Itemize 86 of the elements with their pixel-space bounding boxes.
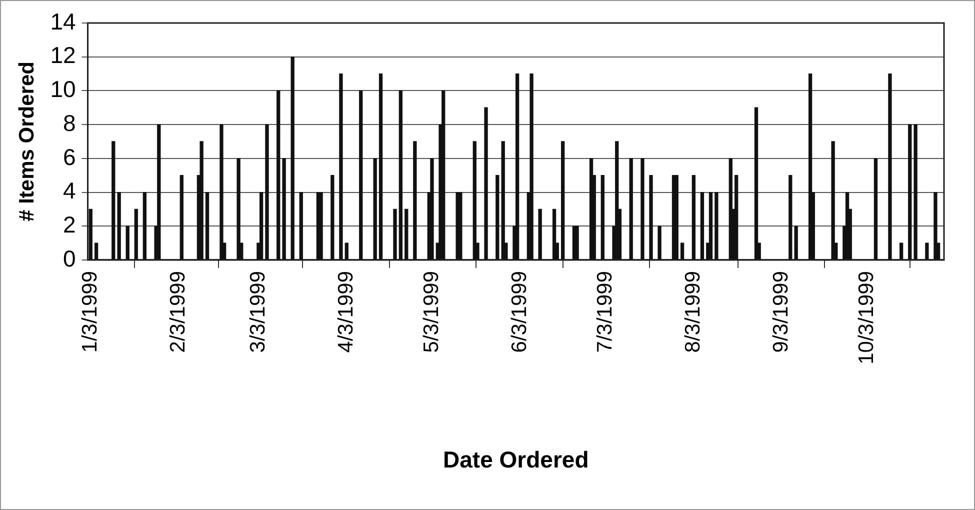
bar — [575, 226, 579, 260]
bar — [914, 124, 918, 260]
bar — [290, 56, 294, 260]
bar — [515, 73, 520, 260]
x-tick-label: 3/3/1999 — [246, 270, 270, 353]
bar — [888, 73, 892, 260]
bar — [530, 73, 534, 260]
bar — [344, 242, 348, 260]
bar — [330, 175, 334, 260]
bar — [430, 158, 434, 260]
y-tick-label: 2 — [62, 211, 76, 238]
bar — [413, 141, 417, 260]
bar — [404, 208, 408, 260]
bar — [458, 192, 462, 260]
bar — [126, 226, 130, 260]
bar — [600, 175, 604, 260]
bar — [117, 192, 121, 260]
bar — [808, 73, 812, 260]
bar — [708, 192, 713, 260]
x-tick-label: 9/3/1999 — [770, 270, 793, 353]
y-axis-title: # Items Ordered — [15, 62, 38, 222]
y-tick-label: 0 — [62, 245, 76, 272]
x-tick-label: 6/3/1999 — [508, 270, 531, 353]
bar — [236, 158, 240, 260]
bar — [700, 192, 704, 260]
bar — [112, 141, 116, 260]
bar — [874, 158, 878, 260]
bar — [908, 124, 912, 260]
bar — [788, 175, 792, 260]
bar — [754, 107, 758, 260]
bar — [393, 208, 397, 260]
bar — [282, 158, 286, 260]
bar — [472, 141, 476, 260]
bar — [88, 208, 92, 260]
bar — [319, 192, 323, 260]
bar — [925, 242, 929, 260]
bar — [299, 192, 303, 260]
x-tick-label: 1/3/1999 — [78, 270, 102, 353]
x-axis-title: Date Ordered — [443, 446, 589, 473]
bar — [501, 141, 505, 260]
bar — [934, 192, 938, 260]
bar — [674, 175, 678, 260]
bar — [359, 90, 363, 260]
bar — [398, 90, 403, 260]
bar — [658, 226, 662, 260]
y-tick-label: 14 — [50, 8, 76, 34]
y-tick-label: 10 — [50, 76, 76, 102]
bar — [220, 124, 224, 260]
bar — [134, 208, 138, 260]
x-tick-label: 5/3/1999 — [420, 270, 443, 353]
x-tick-label: 7/3/1999 — [593, 270, 616, 353]
bar — [734, 175, 738, 260]
x-tick-label: 10/3/1999 — [854, 270, 878, 364]
bar — [157, 124, 161, 260]
y-tick-label: 4 — [62, 178, 76, 204]
bar — [259, 192, 264, 260]
x-tick-label: 2/3/1999 — [166, 270, 190, 353]
bar — [640, 158, 644, 260]
y-tick-label: 8 — [62, 110, 76, 136]
bar — [831, 141, 835, 260]
bar — [680, 242, 684, 260]
bar — [629, 158, 633, 260]
bar — [378, 73, 383, 260]
bar — [794, 226, 798, 260]
bar — [142, 192, 147, 260]
y-tick-label: 6 — [62, 144, 76, 170]
bar — [265, 124, 269, 260]
bar — [442, 90, 446, 260]
x-tick-label: 4/3/1999 — [334, 270, 358, 353]
bar — [714, 192, 718, 260]
bar — [692, 175, 696, 260]
bar — [276, 90, 280, 260]
bar — [496, 175, 500, 260]
bar — [205, 192, 210, 260]
bar — [180, 175, 184, 260]
bar — [560, 141, 565, 260]
bar — [538, 208, 542, 260]
bar — [484, 107, 488, 260]
x-tick-label: 8/3/1999 — [681, 270, 704, 353]
y-tick-label: 12 — [50, 42, 76, 68]
bar — [200, 141, 204, 260]
bar — [339, 73, 343, 260]
bar — [94, 242, 98, 260]
bar — [373, 158, 377, 260]
bar — [649, 175, 653, 260]
bar — [900, 242, 904, 260]
